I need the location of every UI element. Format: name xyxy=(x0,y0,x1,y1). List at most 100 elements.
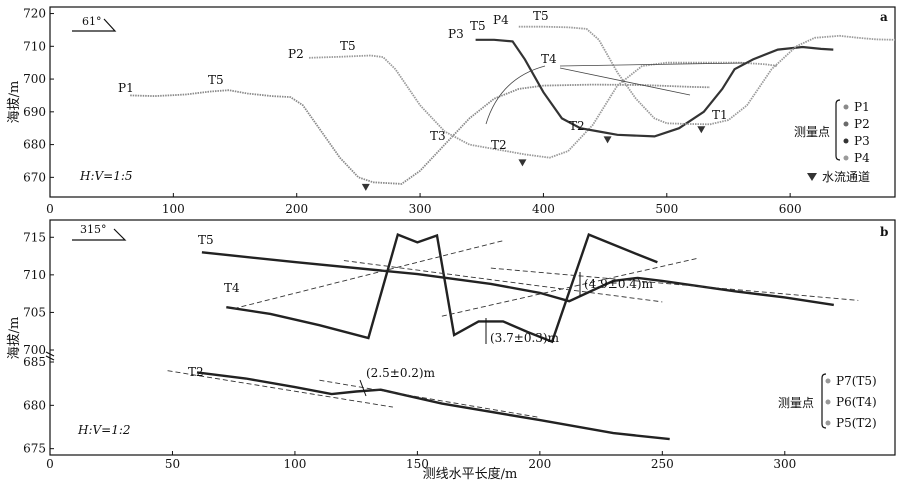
panel-a-profile-labels: P1 P2 P3 P4 xyxy=(118,13,509,95)
panel-b-y-axis-title: 海拔/m xyxy=(7,317,22,360)
terrace-label-t1: T1 xyxy=(712,108,728,122)
terrace-label-t5-p2: T5 xyxy=(340,39,356,53)
y-tick-label: 690 xyxy=(23,105,46,119)
trend-line xyxy=(319,379,540,418)
series-line-t2 xyxy=(196,371,670,441)
orientation-arrow-icon xyxy=(72,228,127,241)
series-line-p2 xyxy=(309,54,778,159)
legend-label-p7: P7(T5) xyxy=(836,374,877,388)
panel-b-trend-lines xyxy=(167,240,859,418)
t4-leader-line xyxy=(559,62,746,67)
series-line-t4 xyxy=(226,232,658,344)
legend-label-p6: P6(T4) xyxy=(836,395,877,409)
x-tick-label: 200 xyxy=(528,457,551,471)
x-tick-label: 400 xyxy=(532,202,555,216)
channel-marker xyxy=(361,183,370,191)
profile-label-p2: P2 xyxy=(288,47,304,61)
panel-b-annotations: T5 T4 T2 (4.9±0.4)m (3.7±0.3)m (2.5±0.2)… xyxy=(188,233,654,397)
panel-a-terrace-labels: T5 T5 T5 T5 T4 T3 T2 T2 T1 xyxy=(208,9,746,152)
legend-marker-p4 xyxy=(843,155,849,161)
terrace-label-t5-p4: T5 xyxy=(533,9,549,23)
panel-b-orientation: 315° xyxy=(72,223,127,241)
terrace-label-t2: T2 xyxy=(188,365,204,379)
legend-channel-label: 水流通道 xyxy=(822,170,870,184)
legend-title: 测量点 xyxy=(794,125,830,139)
y-tick-label: 680 xyxy=(23,138,46,152)
legend-label-p3: P3 xyxy=(854,134,870,148)
legend-brace xyxy=(821,373,827,429)
t4-leader-line xyxy=(559,67,691,96)
x-tick-label: 600 xyxy=(779,202,802,216)
x-tick-label: 0 xyxy=(46,457,54,471)
trend-line xyxy=(441,257,700,317)
y-tick-label: 715 xyxy=(23,230,46,244)
y-tick-label: 710 xyxy=(23,268,46,282)
trend-line xyxy=(490,267,859,301)
trend-line xyxy=(343,260,663,303)
terrace-label-t3: T3 xyxy=(430,129,446,143)
x-tick-label: 200 xyxy=(285,202,308,216)
y-tick-label: 700 xyxy=(23,343,46,357)
panel-a-legend: 测量点 P1 P2 P3 P4 水流通道 xyxy=(794,99,870,184)
offset-label-t4: (3.7±0.3)m xyxy=(490,331,560,345)
panel-b-series xyxy=(196,232,834,441)
panel-a-orientation-text: 61° xyxy=(82,15,102,28)
trend-line xyxy=(167,370,393,408)
axis-break-icon xyxy=(45,351,55,361)
terrace-label-t5-p1: T5 xyxy=(208,73,224,87)
channel-marker xyxy=(518,159,527,167)
series-line-p3 xyxy=(475,38,834,138)
panel-a-ticks: 0 100 200 300 400 500 600 670 680 690 700 710 720 xyxy=(23,7,802,216)
terrace-label-t5: T5 xyxy=(198,233,214,247)
offset-label-t5: (4.9±0.4)m xyxy=(584,277,654,291)
legend-label-p2: P2 xyxy=(854,117,870,131)
series-line-p4 xyxy=(518,25,896,126)
channel-marker xyxy=(603,136,612,144)
terrace-label-t5-p3: T5 xyxy=(470,19,486,33)
panel-b-legend: 测量点 P7(T5) P6(T4) P5(T2) xyxy=(778,373,877,430)
channel-marker-icon xyxy=(807,173,817,181)
panel-b-orientation-text: 315° xyxy=(80,223,107,236)
panel-a-frame xyxy=(49,6,896,198)
x-tick-label: 100 xyxy=(162,202,185,216)
profile-label-p1: P1 xyxy=(118,81,134,95)
legend-label-p5: P5(T2) xyxy=(836,416,877,430)
panel-b-letter: b xyxy=(880,225,888,239)
y-tick-label: 675 xyxy=(23,442,46,456)
x-tick-label: 250 xyxy=(651,457,674,471)
series-line-t5 xyxy=(201,251,834,307)
panel-b-scale: H:V=1:2 xyxy=(77,423,131,437)
terrace-label-t4: T4 xyxy=(224,281,240,295)
legend-label-p4: P4 xyxy=(854,151,870,165)
profile-label-p4: P4 xyxy=(493,13,509,27)
channel-marker xyxy=(697,126,706,134)
y-tick-label: 720 xyxy=(23,7,46,21)
legend-title: 测量点 xyxy=(778,396,814,410)
y-tick-label: 700 xyxy=(23,72,46,86)
y-tick-label: 670 xyxy=(23,170,46,184)
y-tick-label: 685 xyxy=(23,355,46,369)
x-tick-label: 100 xyxy=(283,457,306,471)
terrace-label-t2-p3: T2 xyxy=(569,119,585,133)
x-tick-label: 300 xyxy=(409,202,432,216)
panel-a-scale: H:V=1:5 xyxy=(79,169,133,183)
x-tick-label: 50 xyxy=(165,457,180,471)
x-tick-label: 500 xyxy=(655,202,678,216)
legend-marker-p5 xyxy=(825,420,831,426)
x-tick-label: 0 xyxy=(46,202,54,216)
legend-brace xyxy=(835,99,841,161)
x-axis-title: 测线水平长度/m xyxy=(423,466,518,482)
panel-a-orientation: 61° xyxy=(72,15,117,32)
t4-leader-line xyxy=(485,65,546,125)
orientation-arrow-icon xyxy=(72,18,117,32)
series-line-p1 xyxy=(130,83,711,185)
legend-marker-p3 xyxy=(843,138,849,144)
terrace-label-t4: T4 xyxy=(541,52,557,66)
legend-marker-p1 xyxy=(843,104,849,110)
legend-marker-p7 xyxy=(825,378,831,384)
legend-label-p1: P1 xyxy=(854,100,870,114)
profile-label-p3: P3 xyxy=(448,27,464,41)
panel-a-letter: a xyxy=(880,10,888,24)
